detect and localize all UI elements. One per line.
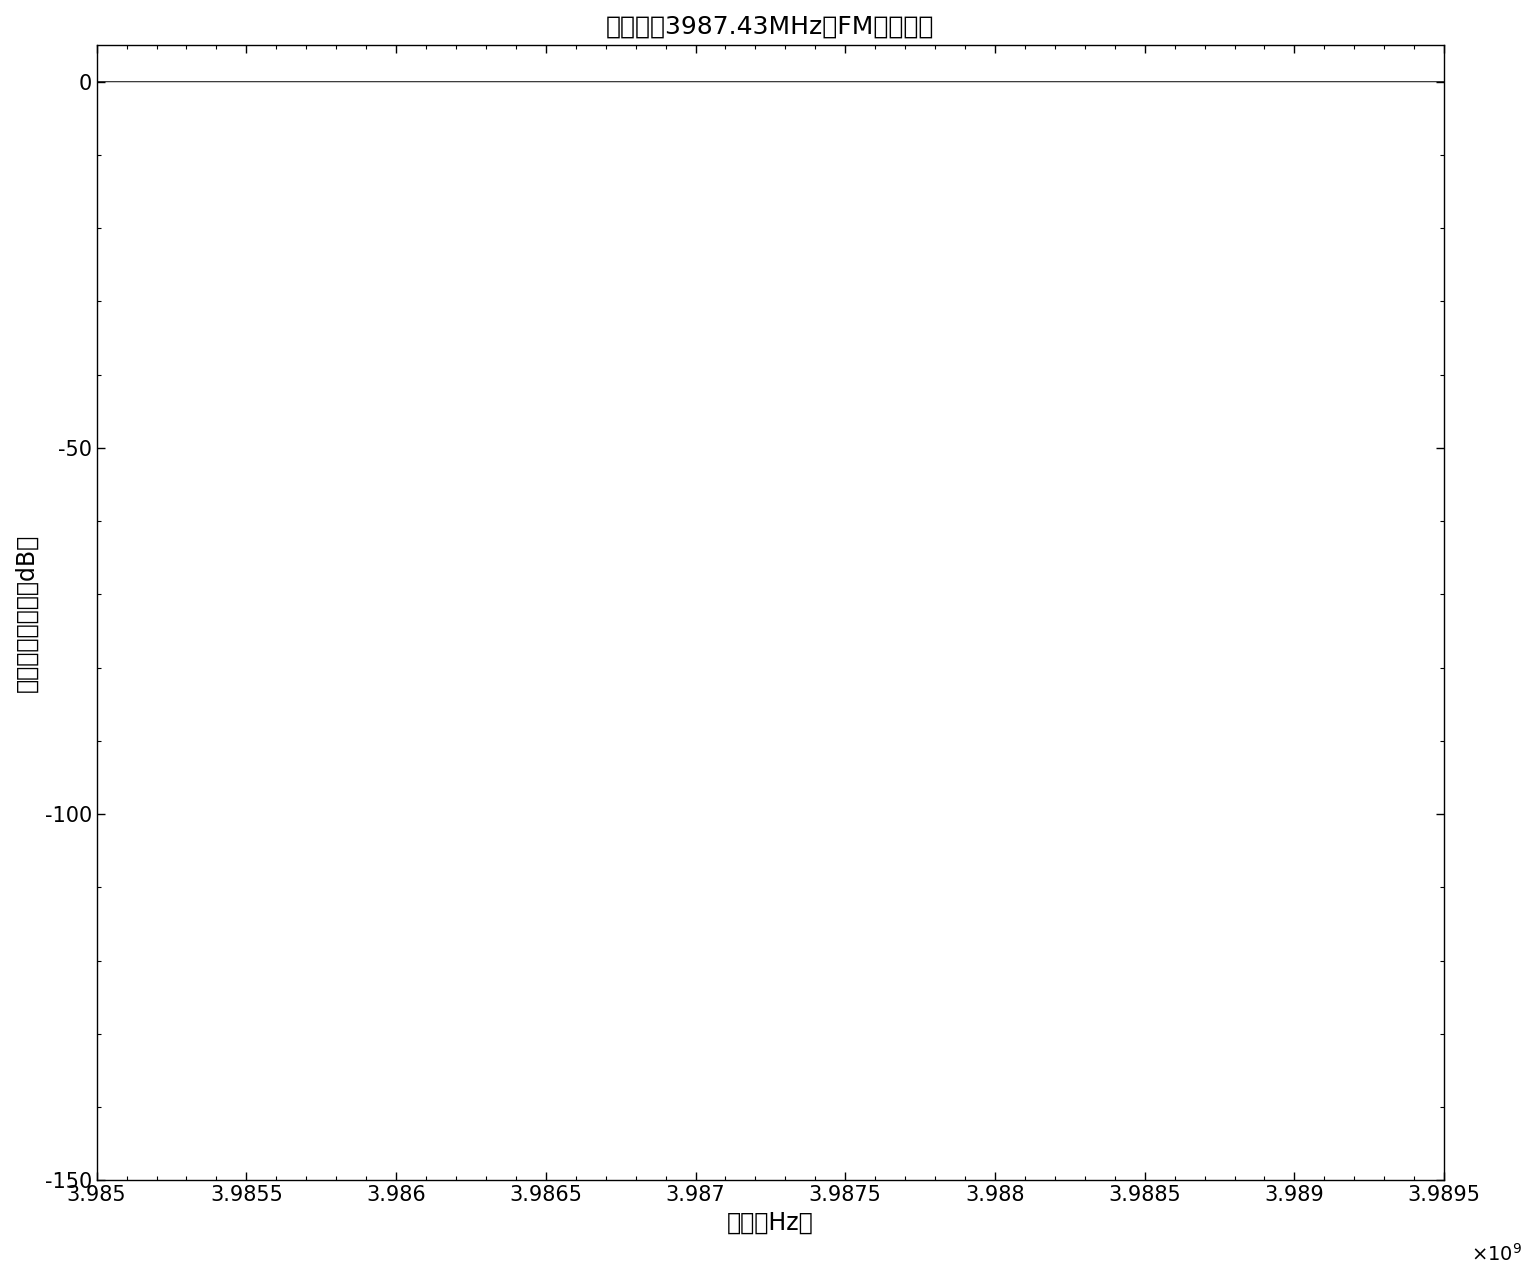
Title: 载波频率3987.43MHz的FM信号频谱: 载波频率3987.43MHz的FM信号频谱 xyxy=(606,15,934,39)
Y-axis label: 归一化频谱幅度（dB）: 归一化频谱幅度（dB） xyxy=(15,534,38,691)
X-axis label: 频率（Hz）: 频率（Hz） xyxy=(727,1211,813,1234)
Text: $\times10^9$: $\times10^9$ xyxy=(1471,1243,1522,1265)
